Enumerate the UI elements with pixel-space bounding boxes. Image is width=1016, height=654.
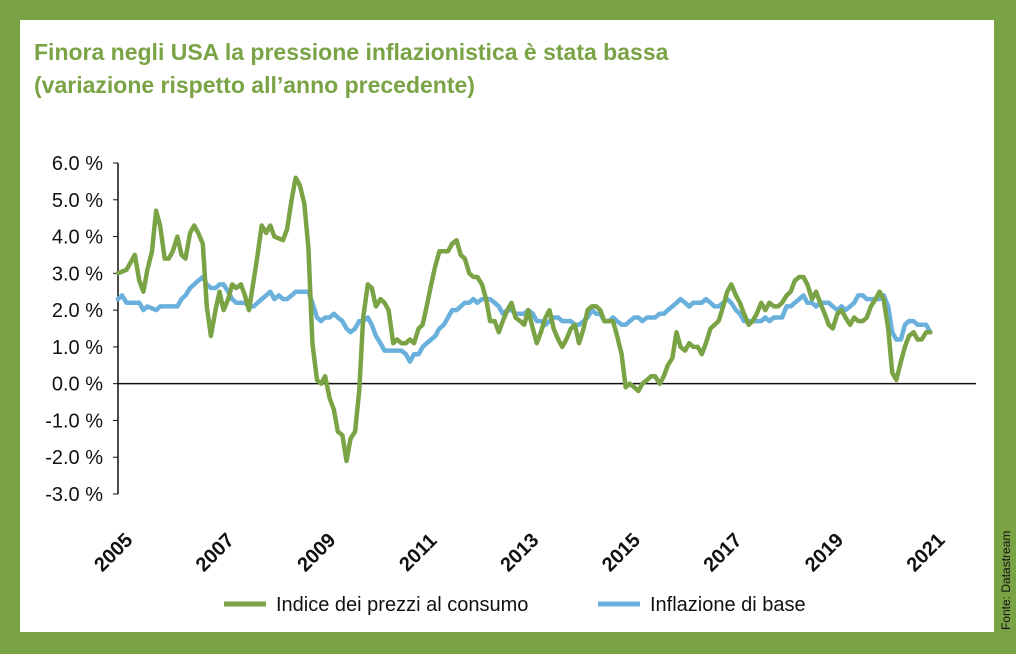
- y-tick-label: 0.0 %: [52, 374, 103, 396]
- legend-label: Indice dei prezzi al consumo: [276, 594, 528, 616]
- x-tick-label: 2021: [903, 529, 950, 576]
- x-tick-label: 2007: [192, 529, 239, 576]
- x-tick-label: 2005: [90, 529, 137, 576]
- legend: Indice dei prezzi al consumo Inflazione d…: [224, 594, 806, 616]
- source-note: Fonte: Datastream: [999, 530, 1013, 630]
- y-axis: 6.0 % 5.0 % 4.0 % 3.0 % 2.0 % 1.0 % 0.0 % -1.0 …: [45, 153, 976, 506]
- y-tick-label: 5.0 %: [52, 190, 103, 212]
- x-tick-label: 2011: [395, 530, 441, 576]
- legend-label: Inflazione di base: [650, 594, 806, 616]
- x-tick-label: 2019: [801, 529, 848, 576]
- x-axis: 2005 2007 2009 2011 2013 2015 2017 2019 2021: [90, 529, 949, 576]
- y-tick-label: 3.0 %: [52, 263, 103, 285]
- series-lines: [115, 175, 933, 464]
- x-tick-label: 2013: [496, 529, 543, 576]
- x-tick-label: 2015: [598, 529, 645, 576]
- chart-title-line-1: Finora negli USA la pressione inflazioni…: [34, 39, 669, 65]
- y-tick-label: 6.0 %: [52, 153, 103, 175]
- y-tick-label: -3.0 %: [45, 484, 103, 506]
- x-tick-label: 2009: [293, 529, 340, 576]
- chart-title-line-2: (variazione rispetto all’anno precedente…: [34, 72, 475, 98]
- y-tick-label: 2.0 %: [52, 300, 103, 322]
- y-tick-label: -1.0 %: [45, 410, 103, 432]
- y-tick-label: 4.0 %: [52, 227, 103, 249]
- x-tick-label: 2017: [699, 529, 746, 576]
- y-tick-label: -2.0 %: [45, 447, 103, 469]
- series-line-cpi: [115, 175, 933, 464]
- chart-title: Finora negli USA la pressione inflazioni…: [34, 36, 974, 102]
- y-tick-label: 1.0 %: [52, 337, 103, 359]
